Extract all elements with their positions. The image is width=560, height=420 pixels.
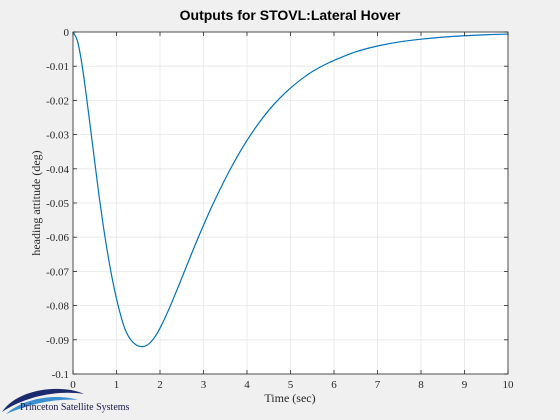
logo-swoosh-light — [6, 396, 78, 414]
x-tick-label: 10 — [503, 379, 515, 391]
x-tick-label: 8 — [418, 379, 424, 391]
chart-title: Outputs for STOVL:Lateral Hover — [180, 7, 401, 23]
y-tick-label: -0.08 — [46, 301, 69, 313]
x-tick-label: 1 — [114, 379, 120, 391]
x-tick-label: 4 — [244, 379, 250, 391]
x-tick-label: 3 — [201, 379, 207, 391]
y-tick-label: -0.07 — [46, 266, 69, 278]
x-tick-label: 2 — [157, 379, 163, 391]
y-tick-label: -0.06 — [46, 232, 69, 244]
logo-text: Princeton Satellite Systems — [20, 402, 130, 413]
logo-swoosh-dark — [2, 388, 84, 412]
x-tick-label: 9 — [462, 379, 468, 391]
y-tick-label: -0.01 — [46, 61, 69, 73]
x-ticks: 0 1 2 3 4 5 6 7 8 9 10 — [70, 32, 514, 391]
y-tick-label: 0 — [64, 27, 70, 39]
x-tick-label: 5 — [288, 379, 294, 391]
logo: Princeton Satellite Systems — [2, 388, 130, 414]
y-tick-label: -0.02 — [46, 95, 69, 107]
y-tick-label: -0.04 — [46, 164, 69, 176]
x-tick-label: 6 — [331, 379, 337, 391]
x-tick-label: 0 — [70, 379, 76, 391]
y-tick-label: -0.03 — [46, 130, 69, 142]
x-axis-label: Time (sec) — [264, 391, 315, 405]
x-tick-label: 7 — [375, 379, 381, 391]
y-axis-label: heading attitude (deg) — [29, 150, 43, 255]
y-tick-label: -0.1 — [52, 369, 69, 381]
series-group — [72, 31, 509, 348]
y-tick-label: -0.05 — [46, 198, 69, 210]
y-ticks: 0 -0.01 -0.02 -0.03 -0.04 -0.05 -0.06 -0.07 -0.0… — [46, 27, 508, 381]
series-line — [72, 31, 509, 348]
y-tick-label: -0.09 — [46, 335, 69, 347]
